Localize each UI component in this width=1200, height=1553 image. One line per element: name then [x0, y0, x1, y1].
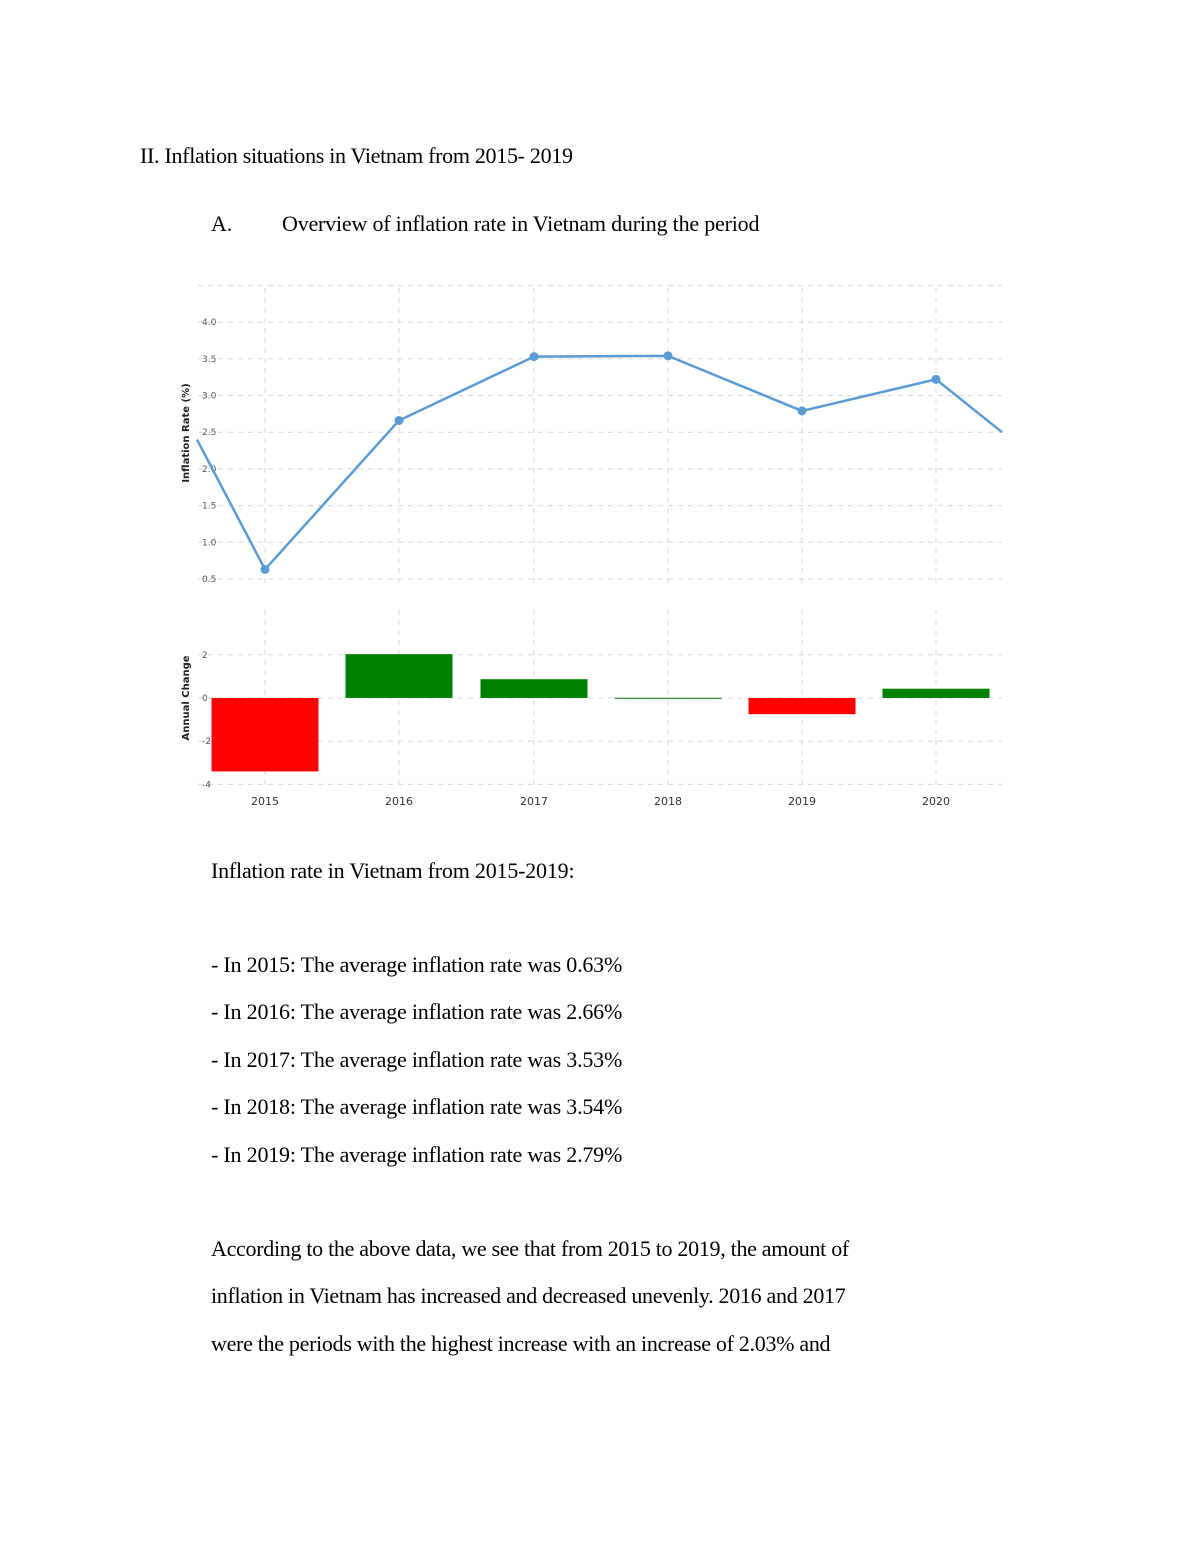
data-point: [797, 406, 807, 416]
y-tick-label: 2.0: [202, 465, 217, 475]
y-tick-label: 0: [202, 694, 208, 704]
x-tick-label: 2020: [922, 795, 950, 808]
data-point: [931, 374, 941, 384]
bar: [345, 654, 453, 698]
y-tick-label: 0.5: [202, 575, 216, 585]
list-item: - In 2019: The average inflation rate wa…: [211, 1142, 623, 1167]
y-tick-label: -4: [202, 780, 211, 790]
subsection-marker: A.: [211, 211, 232, 236]
list-item: - In 2016: The average inflation rate wa…: [211, 999, 623, 1024]
y-tick-label: 1.5: [202, 502, 216, 512]
list-item: - In 2015: The average inflation rate wa…: [211, 952, 623, 977]
y-tick-label: 2: [202, 651, 208, 661]
y-tick-label: 4.0: [202, 318, 217, 328]
bar: [480, 679, 588, 698]
bar-chart: 2 0 -2 -4 Annual Change 2015 2016 2017 2018 2019 2…: [181, 610, 1002, 808]
data-point: [529, 352, 539, 362]
x-tick-label: 2017: [520, 795, 548, 808]
paragraph-line: inflation in Vietnam has increased and d…: [211, 1283, 846, 1308]
bar: [748, 698, 856, 715]
line-chart: 4.0 3.5 3.0 2.5 2.0 1.5 1.0 0.5 Inflation Rate (…: [181, 284, 1003, 585]
list-intro: Inflation rate in Vietnam from 2015-2019…: [211, 858, 575, 883]
x-tick-label: 2015: [251, 795, 279, 808]
list-item: - In 2017: The average inflation rate wa…: [211, 1047, 623, 1072]
x-tick-label: 2016: [385, 795, 413, 808]
inflation-line: [195, 354, 1003, 571]
bar: [614, 697, 722, 699]
paragraph-line: were the periods with the highest increa…: [211, 1331, 831, 1356]
inflation-chart: 4.0 3.5 3.0 2.5 2.0 1.5 1.0 0.5 Inflation Rate (…: [170, 280, 1010, 820]
subsection-heading: A. Overview of inflation rate in Vietnam …: [211, 211, 759, 237]
section-heading: II. Inflation situations in Vietnam from…: [140, 143, 573, 168]
data-point: [260, 564, 270, 574]
x-tick-label: 2018: [654, 795, 682, 808]
bar: [211, 698, 319, 772]
x-tick-label: 2019: [788, 795, 816, 808]
list-item: - In 2018: The average inflation rate wa…: [211, 1094, 623, 1119]
y-tick-label: -2: [202, 737, 211, 747]
subsection-title: Overview of inflation rate in Vietnam du…: [282, 211, 760, 236]
inflation-chart-svg: 4.0 3.5 3.0 2.5 2.0 1.5 1.0 0.5 Inflation Rate (…: [181, 284, 1003, 808]
y-tick-label: 3.5: [202, 355, 216, 365]
y-tick-label: 2.5: [202, 428, 216, 438]
data-point: [394, 415, 404, 425]
y-axis-title: Annual Change: [181, 655, 192, 740]
data-point: [663, 351, 673, 361]
y-tick-label: 1.0: [202, 538, 217, 548]
y-tick-label: 3.0: [202, 392, 217, 402]
paragraph-line: According to the above data, we see that…: [211, 1236, 849, 1261]
bar: [882, 688, 990, 698]
y-axis-title: Inflation Rate (%): [181, 383, 192, 482]
